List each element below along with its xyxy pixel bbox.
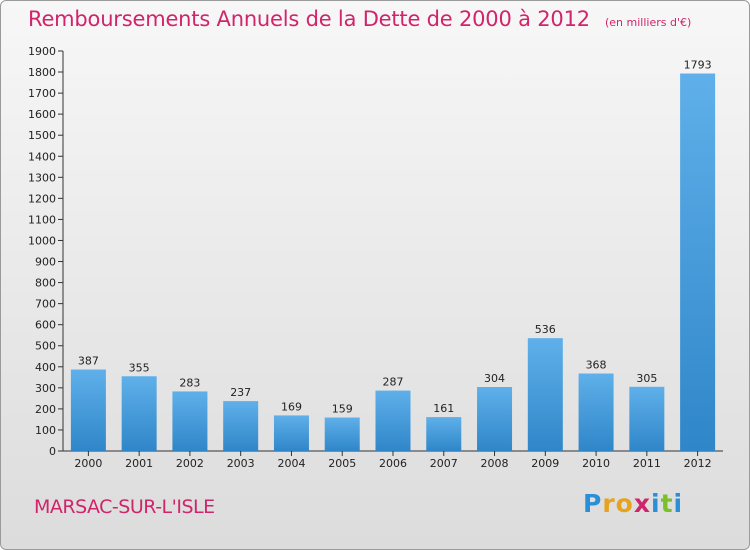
value-label: 387	[78, 355, 99, 368]
bar-2007	[426, 417, 462, 451]
value-label: 355	[129, 361, 150, 374]
logo-letter: t	[660, 489, 674, 518]
x-tick-label: 2003	[227, 457, 255, 470]
chart-title: Remboursements Annuels de la Dette de 20…	[28, 7, 691, 31]
bar-2002	[172, 391, 208, 451]
x-tick-label: 2007	[430, 457, 458, 470]
logo-letter: x	[633, 489, 651, 518]
value-label: 304	[484, 372, 505, 385]
bar-2012	[680, 73, 716, 452]
y-tick-label: 1600	[28, 108, 56, 121]
y-tick-label: 100	[35, 424, 56, 437]
bar-2011	[629, 386, 665, 451]
bar-2009	[527, 338, 563, 451]
logo-letter: o	[615, 489, 634, 518]
bar-2010	[578, 373, 614, 451]
x-tick-label: 2010	[582, 457, 610, 470]
value-label: 159	[332, 403, 353, 416]
title-text: Remboursements Annuels de la Dette de 20…	[28, 7, 590, 31]
bar-2003	[223, 401, 259, 451]
value-label: 1793	[684, 59, 712, 72]
x-tick-label: 2001	[125, 457, 153, 470]
x-tick-label: 2012	[684, 457, 712, 470]
axes: 0 100 200 300 400 500 600 700 800 900 1000 1100 1200…	[28, 45, 723, 470]
value-label: 536	[535, 323, 556, 336]
bar-2005	[324, 417, 360, 451]
y-tick-label: 1200	[28, 192, 56, 205]
x-tick-label: 2009	[531, 457, 559, 470]
bar-2006	[375, 390, 411, 451]
x-tick-label: 2002	[176, 457, 204, 470]
bar-2001	[121, 376, 157, 451]
unit-note: (en milliers d'€)	[605, 16, 692, 29]
value-labels: 387 355 283 237 169 159 287 161 304 536 368 305 1793	[78, 59, 712, 416]
y-tick-label: 400	[35, 361, 56, 374]
bars	[70, 73, 716, 452]
x-tick-label: 2004	[277, 457, 305, 470]
y-tick-label: 200	[35, 403, 56, 416]
value-label: 368	[586, 359, 607, 372]
y-tick-label: 1700	[28, 87, 56, 100]
value-label: 169	[281, 400, 302, 413]
commune-name: MARSAC-SUR-L'ISLE	[34, 496, 215, 518]
y-tick-label: 1100	[28, 213, 56, 226]
y-tick-label: 1400	[28, 150, 56, 163]
logo-letter: i	[673, 489, 684, 518]
bar-2008	[477, 387, 513, 451]
x-tick-label: 2011	[633, 457, 661, 470]
y-tick-label: 1300	[28, 171, 56, 184]
value-label: 305	[636, 372, 657, 385]
y-tick-label: 300	[35, 382, 56, 395]
logo-letter: P	[583, 489, 603, 518]
value-label: 283	[179, 376, 200, 389]
y-tick-label: 1800	[28, 66, 56, 79]
logo-letter: r	[602, 489, 616, 518]
x-tick-label: 2000	[74, 457, 102, 470]
value-label: 237	[230, 386, 251, 399]
bar-2000	[70, 369, 106, 451]
value-label: 287	[383, 376, 404, 389]
x-tick-label: 2006	[379, 457, 407, 470]
y-tick-label: 900	[35, 256, 56, 269]
x-tick-label: 2008	[481, 457, 509, 470]
logo-letter: i	[651, 489, 661, 518]
y-tick-label: 0	[49, 445, 56, 458]
bar-2004	[273, 415, 309, 451]
y-tick-label: 1000	[28, 234, 56, 247]
y-tick-label: 1900	[28, 45, 56, 58]
value-label: 161	[433, 402, 454, 415]
y-tick-label: 1500	[28, 129, 56, 142]
x-tick-label: 2005	[328, 457, 356, 470]
proxiti-logo: Proxiti	[583, 489, 683, 518]
y-tick-label: 500	[35, 340, 56, 353]
y-tick-label: 800	[35, 277, 56, 290]
y-tick-label: 700	[35, 298, 56, 311]
y-tick-label: 600	[35, 319, 56, 332]
